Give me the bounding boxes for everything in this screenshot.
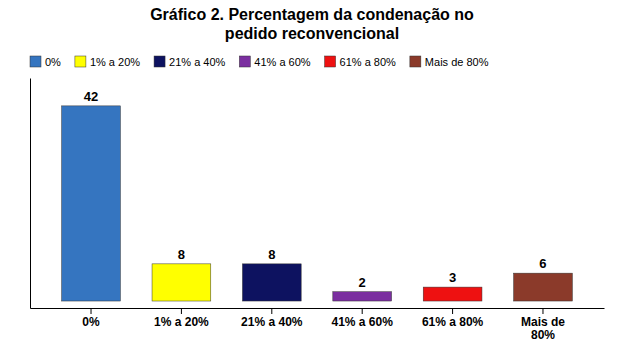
legend-swatch xyxy=(325,56,336,67)
title: Gráfico 2. Percentagem da condenação nop… xyxy=(150,6,474,42)
bar xyxy=(242,264,301,301)
y-axis-line xyxy=(30,79,31,309)
x-tick: 0% xyxy=(82,308,100,329)
legend-label: 0% xyxy=(45,56,61,68)
x-axis: 0% 1% a 20% 21% a 40% 41% a 60% 61% a 80% Mai… xyxy=(31,308,605,342)
legend-item: Mais de 80% xyxy=(410,56,489,68)
legend-item: 61% a 80% xyxy=(325,56,396,68)
bar xyxy=(423,287,482,301)
legend-swatch xyxy=(239,56,250,67)
bar xyxy=(333,292,392,301)
bar xyxy=(62,106,121,301)
legend: 0% 1% a 20% 21% a 40% 41% a 60% 61% a 80% Mai… xyxy=(30,56,489,68)
x-tick-line xyxy=(181,308,182,314)
legend-label: 21% a 40% xyxy=(169,56,225,68)
x-tick: 41% a 60% xyxy=(332,308,394,329)
bar xyxy=(152,264,211,301)
x-tick-label: 0% xyxy=(82,315,100,329)
legend-swatch xyxy=(75,56,86,67)
legend-swatch xyxy=(154,56,165,67)
data-label: 3 xyxy=(449,270,456,285)
plot: 42 8 8 2 3 6 0% 1% a 20% 21% a 40% 41% a 60% 61% a… xyxy=(31,79,605,343)
legend-swatch xyxy=(30,56,41,67)
data-labels: 42 8 8 2 3 6 xyxy=(84,89,547,290)
bar xyxy=(514,273,573,301)
legend-label: 61% a 80% xyxy=(340,56,396,68)
x-tick-line xyxy=(452,308,453,314)
chart: Gráfico 2. Percentagem da condenação nop… xyxy=(0,0,624,350)
legend-label: Mais de 80% xyxy=(425,56,489,68)
legend-item: 1% a 20% xyxy=(75,56,140,68)
x-tick-line xyxy=(362,308,363,314)
x-tick-label: 61% a 80% xyxy=(422,315,484,329)
data-label: 8 xyxy=(178,247,185,262)
x-tick-label: 41% a 60% xyxy=(332,315,394,329)
x-tick-label: 21% a 40% xyxy=(241,315,303,329)
x-tick-line xyxy=(271,308,272,314)
legend-swatch xyxy=(410,56,421,67)
data-label: 6 xyxy=(539,256,546,271)
data-label: 2 xyxy=(359,275,366,290)
x-tick-line xyxy=(542,308,543,314)
x-tick-label: 1% a 20% xyxy=(154,315,209,329)
data-label: 8 xyxy=(268,247,275,262)
bars xyxy=(62,106,573,301)
x-tick: Mais de80% xyxy=(521,308,565,342)
y-axis xyxy=(30,79,31,309)
data-label: 42 xyxy=(84,89,98,104)
x-tick: 21% a 40% xyxy=(241,308,303,329)
legend-item: 41% a 60% xyxy=(239,56,310,68)
x-tick-line xyxy=(91,308,92,314)
x-tick: 1% a 20% xyxy=(154,308,209,329)
x-axis-line xyxy=(31,308,605,309)
legend-label: 41% a 60% xyxy=(254,56,310,68)
x-tick-label: Mais de80% xyxy=(521,315,565,343)
legend-label: 1% a 20% xyxy=(90,56,140,68)
legend-item: 21% a 40% xyxy=(154,56,225,68)
x-tick: 61% a 80% xyxy=(422,308,484,329)
legend-item: 0% xyxy=(30,56,61,68)
